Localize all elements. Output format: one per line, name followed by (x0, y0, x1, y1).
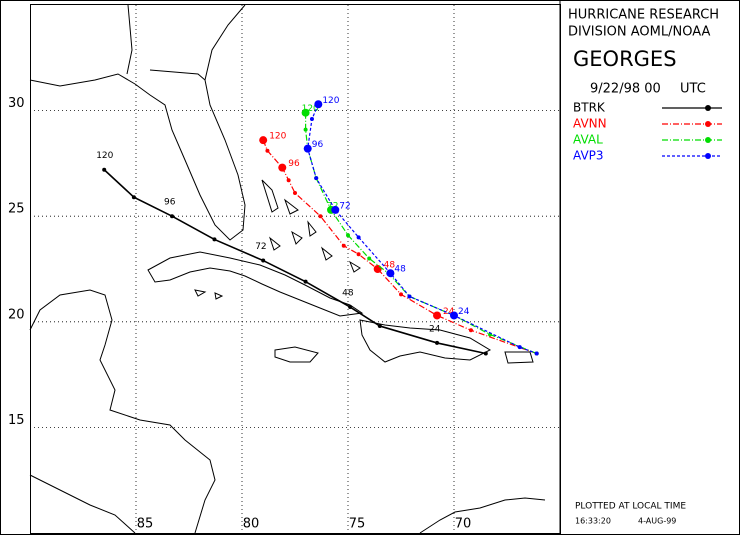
track-line (305, 112, 537, 355)
legend-dot (705, 105, 711, 111)
legend-dot (705, 121, 711, 127)
plot-date: 4-AUG-99 (638, 517, 676, 526)
legend-dot (705, 137, 711, 143)
hour-label: 96 (288, 159, 300, 169)
track-point (407, 294, 412, 299)
hour-label: 72 (327, 201, 338, 211)
track-point (367, 256, 372, 261)
y-tick-label: 30 (8, 96, 25, 111)
x-tick-label: 70 (455, 517, 472, 532)
x-tick-label: 85 (137, 517, 154, 532)
track-point (212, 237, 217, 242)
track-point (102, 167, 107, 172)
y-tick-label: 25 (8, 202, 25, 217)
hour-label: 120 (322, 96, 339, 106)
track-point (348, 305, 353, 310)
track-point (318, 214, 323, 219)
legend-label: AVNN (573, 117, 607, 131)
track-point (303, 279, 308, 284)
y-tick-label: 15 (8, 413, 25, 428)
track-line (307, 104, 537, 355)
hour-label: 24 (443, 307, 455, 317)
map-layer: 85 80 75 70 15 20 25 30 120 96 72 48 24 BTRK 120 96 48 24… (8, 5, 722, 533)
track-point (286, 178, 291, 183)
track-point (468, 328, 473, 333)
hour-label: 120 (302, 104, 319, 114)
coastlines (29, 4, 546, 534)
track-point (278, 163, 287, 172)
track-point (377, 324, 382, 329)
track-point (331, 205, 340, 214)
x-tick-label: 75 (349, 517, 366, 532)
x-tick-label: 80 (243, 517, 260, 532)
legend-dot (705, 153, 711, 159)
track-point (309, 117, 314, 122)
track-point (314, 100, 323, 109)
hour-label: 120 (269, 132, 286, 142)
track-point (373, 265, 382, 273)
track-point (261, 258, 266, 263)
source-line: HURRICANE RESEARCH (568, 8, 719, 23)
hour-label: 96 (312, 140, 324, 150)
hour-label: 48 (384, 261, 396, 271)
track-point (301, 108, 310, 117)
track-point (386, 269, 395, 278)
track-point (293, 190, 297, 195)
footer: PLOTTED AT LOCAL TIME (575, 502, 686, 512)
hour-label: 72 (339, 201, 350, 211)
track-point (265, 148, 270, 153)
track-point (534, 351, 539, 356)
date: 9/22/98 00 (590, 82, 661, 97)
hour-label: 72 (255, 242, 266, 252)
source-line: DIVISION AOML/NOAA (568, 25, 710, 40)
track-point (303, 127, 308, 132)
hour-label: 96 (164, 198, 176, 208)
y-tick-label: 20 (8, 307, 25, 322)
info-panel: HURRICANE RESEARCH DIVISION AOML/NOAA GE… (559, 0, 719, 535)
track-point (314, 176, 319, 181)
hour-label: 120 (96, 151, 113, 161)
track-point (433, 311, 442, 320)
track-point (356, 235, 361, 240)
hour-label: 48 (342, 289, 354, 299)
timezone: UTC (680, 82, 706, 97)
track-point (259, 136, 268, 145)
track-point (303, 144, 312, 153)
track-point (435, 340, 440, 345)
plot-time: 16:33:20 (575, 517, 611, 526)
hour-label: 24 (458, 307, 470, 317)
track-point (131, 195, 136, 200)
legend-label: BTRK (573, 101, 606, 115)
track-point (517, 345, 522, 350)
track-point (399, 292, 403, 297)
track-point (341, 243, 346, 248)
track-point (170, 214, 175, 219)
track-point (346, 233, 350, 238)
hour-label: 48 (394, 265, 406, 275)
track-point (356, 252, 361, 257)
track-point (483, 351, 488, 356)
storm-name: GEORGES (573, 47, 677, 71)
hour-label: 24 (429, 324, 441, 334)
legend-label: AVP3 (573, 149, 604, 163)
track-point (450, 311, 458, 320)
legend-label: AVAL (573, 133, 603, 147)
track-line (103, 169, 486, 355)
